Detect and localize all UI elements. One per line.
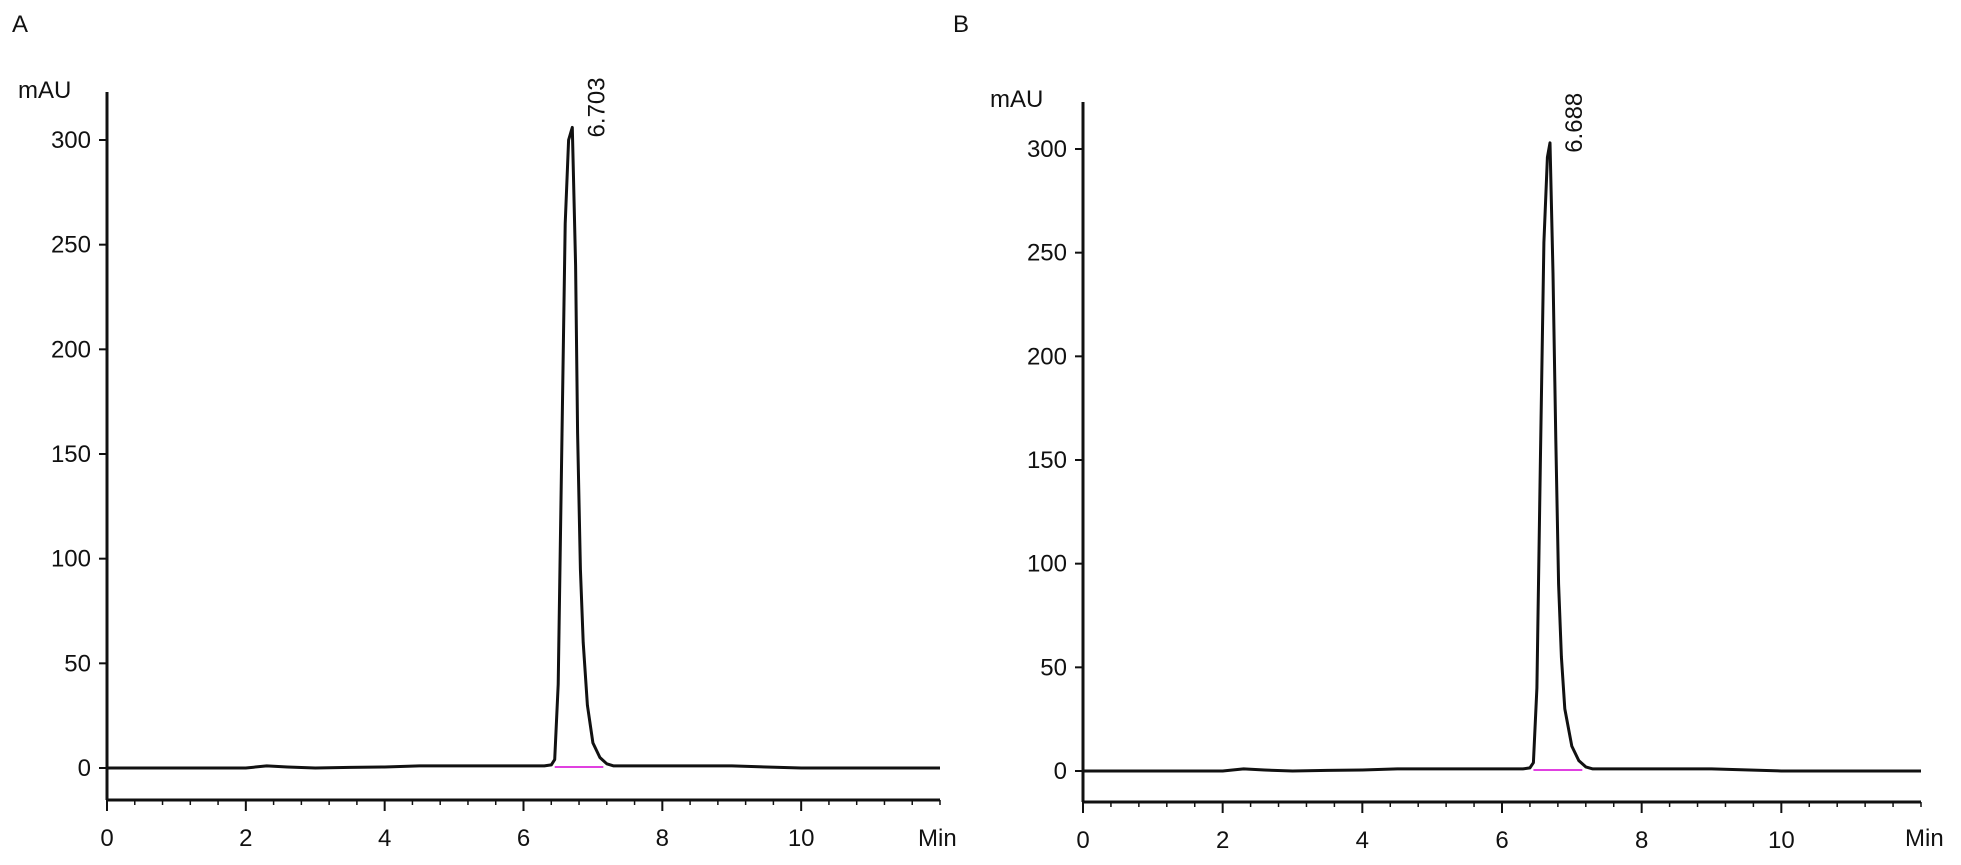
x-tick-label: 6 xyxy=(1495,827,1508,854)
x-tick-label: 4 xyxy=(1356,827,1369,854)
x-tick-label: 8 xyxy=(1635,827,1648,854)
y-tick-label: 0 xyxy=(78,755,91,782)
x-tick-label: 8 xyxy=(656,825,669,852)
chromatogram-trace xyxy=(107,125,940,770)
y-tick-label: 300 xyxy=(1027,136,1067,163)
chromatogram-trace xyxy=(1083,141,1921,773)
y-tick-label: 150 xyxy=(1027,447,1067,474)
ticks: 0 50 100 150 200 250 300 0 2 4 6 8 10 xyxy=(1027,136,1922,854)
y-tick-label: 200 xyxy=(1027,343,1067,370)
y-tick-label: 50 xyxy=(64,650,91,677)
x-tick-label: 0 xyxy=(100,825,113,852)
panel-b: B mAU Min 0 50 100 150 200 250 300 0 2 4 6 8 10 6.68… xyxy=(953,11,1944,854)
y-tick-label: 250 xyxy=(1027,240,1067,267)
y-tick-label: 150 xyxy=(51,441,91,468)
x-axis-label: Min xyxy=(918,825,957,852)
y-axis-label: mAU xyxy=(18,77,71,104)
x-tick-label: 2 xyxy=(239,825,252,852)
panel-label: A xyxy=(12,11,28,38)
axes xyxy=(105,92,940,802)
y-axis-label: mAU xyxy=(990,86,1043,113)
x-tick-label: 10 xyxy=(788,825,815,852)
x-tick-label: 2 xyxy=(1216,827,1229,854)
x-tick-label: 4 xyxy=(378,825,391,852)
y-tick-label: 100 xyxy=(51,546,91,573)
y-tick-label: 0 xyxy=(1054,758,1067,785)
x-tick-label: 10 xyxy=(1768,827,1795,854)
y-tick-label: 300 xyxy=(51,127,91,154)
y-tick-label: 50 xyxy=(1040,654,1067,681)
peak-label: 6.688 xyxy=(1561,93,1588,153)
y-tick-label: 200 xyxy=(51,336,91,363)
x-axis-label: Min xyxy=(1905,825,1944,852)
x-tick-label: 0 xyxy=(1076,827,1089,854)
panel-a: A mAU Min 0 50 100 150 200 250 300 0 2 4 6 8 10 6.70… xyxy=(12,11,957,852)
y-tick-label: 100 xyxy=(1027,551,1067,578)
axes xyxy=(1081,102,1921,804)
plot-area: 6.688 xyxy=(1083,93,1921,773)
x-tick-label: 6 xyxy=(517,825,530,852)
plot-area: 6.703 xyxy=(107,77,940,770)
panel-label: B xyxy=(953,11,969,38)
peak-label: 6.703 xyxy=(583,77,610,137)
ticks: 0 50 100 150 200 250 300 0 2 4 6 8 10 xyxy=(51,127,941,852)
y-tick-label: 250 xyxy=(51,232,91,259)
